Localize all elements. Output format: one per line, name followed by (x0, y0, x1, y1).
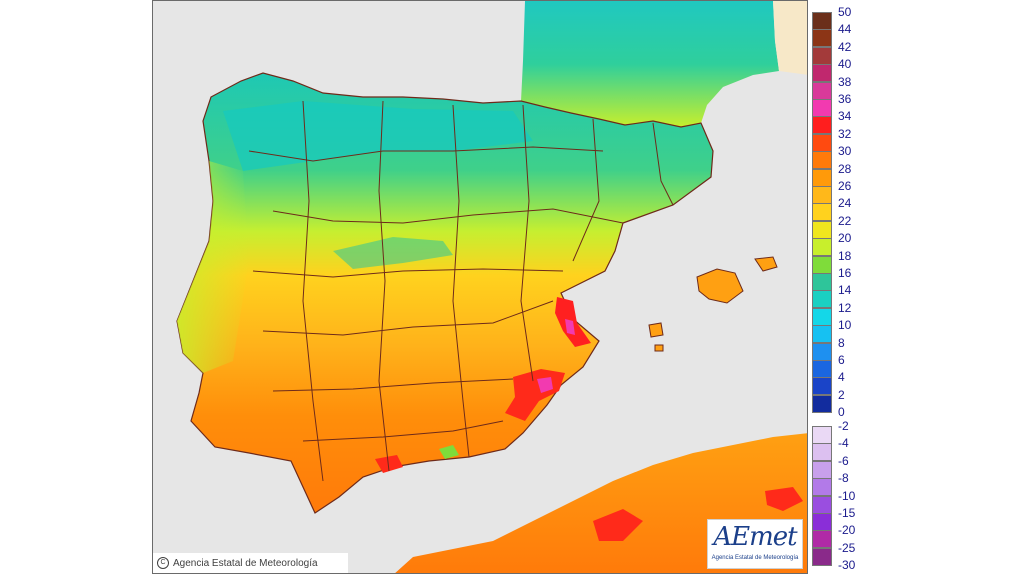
legend-swatch (812, 377, 832, 396)
legend-label: -6 (838, 453, 849, 468)
legend-swatch (812, 220, 832, 239)
legend-label: 32 (838, 126, 852, 141)
legend-swatch (812, 342, 832, 361)
legend-swatch (812, 290, 832, 309)
legend-swatch (812, 273, 832, 291)
copyright-text: Agencia Estatal de Meteorología (173, 557, 318, 569)
copyright-icon: C (157, 557, 169, 569)
legend-swatch (812, 478, 832, 497)
legend-swatch (812, 116, 832, 135)
valencia-pink-spot (565, 319, 575, 335)
legend-swatch (812, 513, 832, 531)
legend-label: 16 (838, 266, 852, 280)
legend-label: 50 (838, 5, 852, 19)
legend-swatch (812, 81, 832, 100)
legend-label: 20 (838, 231, 852, 246)
legend-label: 24 (838, 196, 852, 211)
legend-label: 30 (838, 144, 852, 159)
legend-swatch (812, 12, 832, 30)
copyright-notice: C Agencia Estatal de Meteorología (153, 553, 348, 573)
north-africa-landmass (395, 433, 807, 573)
legend-label: 12 (838, 300, 852, 315)
legend-label: 2 (838, 387, 845, 402)
legend-swatch (812, 443, 832, 462)
legend-label: 28 (838, 161, 852, 176)
legend-label: 22 (838, 213, 852, 228)
legend-swatch (812, 64, 832, 83)
legend-label: 42 (838, 39, 852, 54)
legend-label: 10 (838, 318, 852, 333)
legend-label: 18 (838, 248, 852, 263)
legend-label: 26 (838, 179, 852, 193)
legend-swatch (812, 168, 832, 187)
legend-label: 40 (838, 57, 852, 72)
logo-subtitle: Agencia Estatal de Meteorología (711, 555, 799, 561)
legend-swatch (812, 307, 832, 326)
iberian-peninsula (176, 72, 714, 514)
legend-label: -30 (838, 558, 856, 573)
menorca-island (754, 256, 778, 272)
africa-hot-zone (593, 509, 643, 541)
france-landmass (521, 1, 779, 127)
legend-swatch (812, 530, 832, 549)
legend-label: 6 (838, 353, 845, 367)
ibiza-island (648, 322, 664, 338)
legend-swatch (812, 151, 832, 170)
legend-swatch (812, 186, 832, 204)
legend-label: -2 (838, 419, 849, 433)
legend-label: -20 (838, 523, 856, 538)
legend-label: 38 (838, 74, 852, 89)
legend-swatch (812, 255, 832, 274)
legend-label: 36 (838, 92, 852, 106)
province-borders (248, 100, 674, 482)
legend-swatch (812, 547, 832, 566)
logo-wordmark: AEmet (713, 522, 797, 552)
legend-swatch (812, 426, 832, 444)
cantabrian-cool-band (223, 101, 533, 171)
legend-label: -25 (838, 540, 856, 555)
legend-swatch (812, 203, 832, 222)
legend-label: -4 (838, 436, 849, 451)
mallorca-island (696, 268, 744, 304)
legend-label: -10 (838, 488, 856, 503)
legend-label: 44 (838, 22, 852, 37)
france-east-area (773, 1, 807, 75)
legend-swatch (812, 325, 832, 344)
portugal-coast-band (177, 161, 249, 373)
map-canvas (176, 1, 807, 573)
murcia-pink-spot (537, 377, 553, 393)
temperature-map: C Agencia Estatal de Meteorología AEmet … (152, 0, 808, 574)
legend-label: 34 (838, 109, 852, 124)
legend-swatch (812, 238, 832, 257)
legend-label: 14 (838, 283, 852, 298)
formentera-island (654, 344, 664, 352)
malaga-hot-zone (375, 455, 403, 473)
legend-swatch (812, 360, 832, 378)
africa-hot-zone-2 (765, 487, 803, 511)
legend-swatch (812, 460, 832, 479)
legend-label: -8 (838, 471, 849, 486)
legend-label: 4 (838, 370, 845, 385)
legend-swatch (812, 46, 832, 65)
central-system-cool (333, 237, 453, 269)
legend-swatch (812, 133, 832, 152)
legend-swatch (812, 495, 832, 514)
aemet-logo: AEmet Agencia Estatal de Meteorología (707, 519, 803, 569)
legend-swatch (812, 29, 832, 48)
legend-label: 8 (838, 335, 845, 350)
legend-label: -15 (838, 506, 856, 520)
legend-label: 0 (838, 405, 845, 420)
legend-swatch (812, 394, 832, 413)
sierra-nevada-cool (439, 445, 459, 459)
legend-swatch (812, 99, 832, 117)
